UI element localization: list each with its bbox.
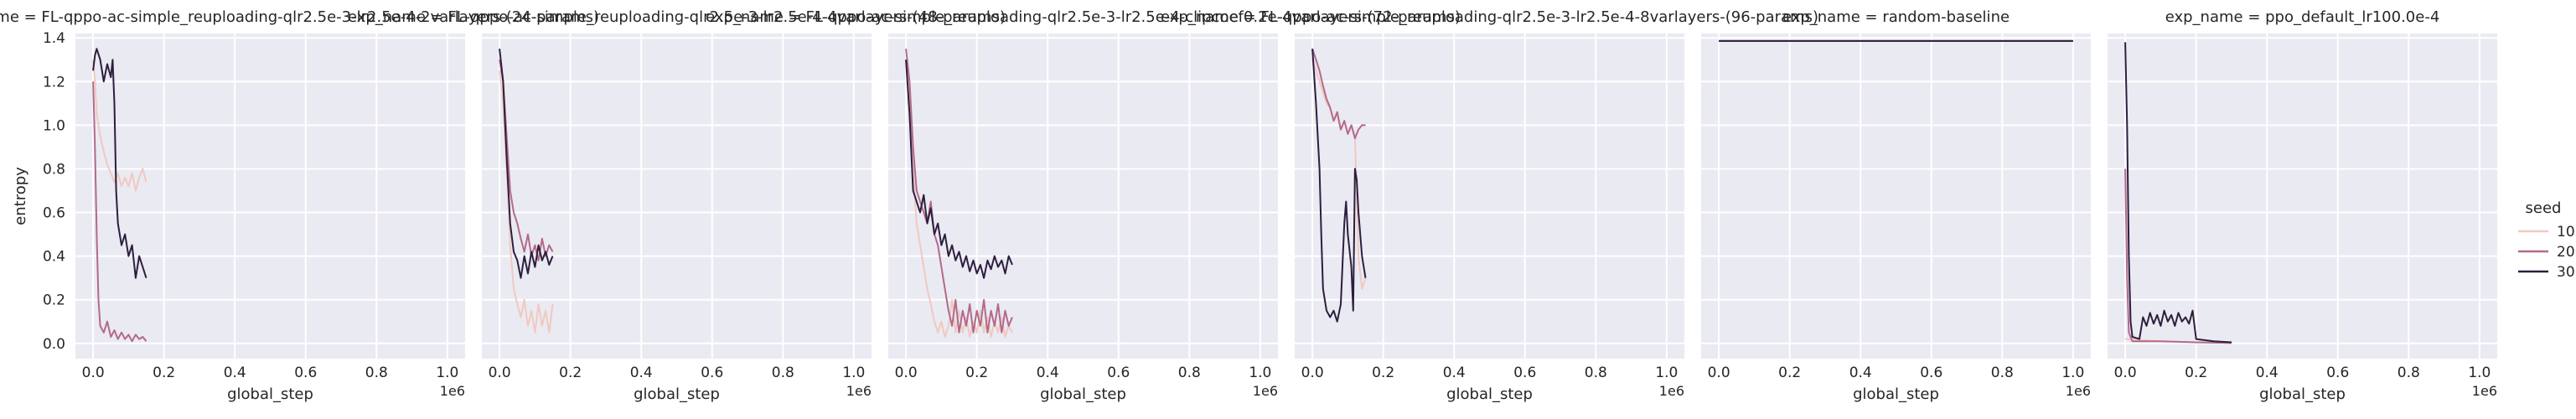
series-line-seed-30: [92, 48, 147, 279]
series-line-seed-30: [1311, 49, 1367, 323]
series-group: [2124, 42, 2232, 344]
x-offset-label: 1e6: [1659, 383, 1684, 399]
plot-area: [1295, 34, 1684, 359]
x-tick-label: 1.0: [842, 365, 865, 381]
y-tick-label: 0.8: [43, 161, 65, 178]
panel-title: exp_name = FL-qppo-ac-simple_reuploading…: [348, 8, 1006, 26]
panel-title: exp_name = FL-qppo-ac-simple_reuploading…: [1161, 8, 1818, 26]
y-tick-label: 1.4: [43, 30, 65, 47]
panel-4: 0.0 0.2 0.4 0.6 0.8 1.0 1e6 global_step exp_name…: [1161, 8, 1818, 403]
plot-area: [1701, 34, 2091, 359]
x-tick-label: 0.0: [2114, 365, 2137, 381]
x-tick-label: 0.6: [1513, 365, 1536, 381]
series-group: [1311, 48, 1367, 323]
x-tick-label: 0.4: [1037, 365, 1059, 381]
x-tick-label: 0.6: [701, 365, 723, 381]
x-tick-label: 0.2: [1372, 365, 1394, 381]
x-tick-label: 0.4: [1443, 365, 1466, 381]
legend-title: seed: [2526, 199, 2562, 217]
y-axis-label: entropy: [12, 167, 29, 225]
plot-area: [75, 34, 465, 359]
series-group: [92, 48, 147, 343]
x-axis-label: global_step: [227, 385, 313, 403]
x-axis-label: global_step: [1853, 385, 1939, 403]
series-group: [499, 49, 554, 334]
series-group: [905, 49, 1013, 338]
x-tick-label: 0.6: [294, 365, 317, 381]
x-tick-label: 0.6: [1920, 365, 1942, 381]
y-tick-label: 0.6: [43, 205, 65, 222]
x-axis-label: global_step: [2259, 385, 2346, 403]
x-tick-label: 0.8: [1585, 365, 1607, 381]
series-line-seed-10: [499, 70, 554, 334]
x-tick-label: 0.2: [153, 365, 175, 381]
x-axis-label: global_step: [634, 385, 720, 403]
series-line-seed-20: [92, 81, 147, 343]
x-offset-label: 1e6: [2066, 383, 2091, 399]
series-line-seed-20: [499, 59, 554, 261]
plot-area: [482, 34, 872, 359]
x-tick-label: 0.4: [2256, 365, 2279, 381]
x-tick-label: 1.0: [436, 365, 458, 381]
legend-label-seed-30: 30: [2557, 264, 2575, 281]
x-tick-label: 0.8: [365, 365, 388, 381]
x-axis-label: global_step: [1040, 385, 1126, 403]
x-offset-label: 1e6: [2472, 383, 2497, 399]
x-tick-label: 1.0: [1655, 365, 1678, 381]
panel-title: exp_name = FL-qppo-ac-simple_reuploading…: [706, 8, 1461, 26]
x-offset-label: 1e6: [1253, 383, 1278, 399]
panel-3: 0.0 0.2 0.4 0.6 0.8 1.0 1e6 global_step exp_name…: [706, 8, 1461, 403]
legend-label-seed-20: 20: [2557, 244, 2575, 261]
x-tick-label: 1.0: [1249, 365, 1271, 381]
panel-title: exp_name = ppo_default_lr100.0e-4: [2165, 8, 2440, 26]
legend: seed 10 20 30: [2518, 199, 2575, 281]
x-tick-label: 0.2: [965, 365, 988, 381]
x-tick-label: 0.6: [1107, 365, 1130, 381]
y-tick-label: 1.2: [43, 74, 65, 91]
plot-area: [2108, 34, 2497, 359]
x-tick-label: 0.0: [489, 365, 511, 381]
series-line-seed-20: [905, 49, 1013, 334]
panel-1: 0.0 0.2 0.4 0.6 0.8 1.0 0.0 0.2 0.4 0.6 0.8 1.0 1.2 1…: [0, 8, 599, 403]
x-tick-label: 0.8: [2398, 365, 2420, 381]
panel-title: exp_name = FL-qppo-ac-simple_reuploading…: [0, 8, 599, 26]
series-line-seed-30: [499, 49, 554, 279]
x-offset-label: 1e6: [440, 383, 465, 399]
x-tick-label: 1.0: [2468, 365, 2491, 381]
x-tick-label: 0.8: [1991, 365, 2014, 381]
series-line-seed-30: [2124, 42, 2232, 344]
x-tick-label: 0.0: [895, 365, 918, 381]
series-line-seed-30: [905, 59, 1013, 279]
panel-title: exp_name = random-baseline: [1782, 8, 2010, 26]
x-tick-label: 0.8: [1178, 365, 1201, 381]
x-tick-label: 0.6: [2326, 365, 2349, 381]
y-tick-label: 1.0: [43, 117, 65, 134]
y-tick-label: 0.0: [43, 336, 65, 353]
x-tick-label: 0.4: [630, 365, 653, 381]
panel-5: 0.0 0.2 0.4 0.6 0.8 1.0 1e6 global_step exp_name…: [1701, 8, 2091, 403]
x-tick-label: 0.4: [1849, 365, 1872, 381]
x-tick-label: 0.2: [2185, 365, 2207, 381]
chart-panels: 0.0 0.2 0.4 0.6 0.8 1.0 0.0 0.2 0.4 0.6 0.8 1.0 1.2 1…: [0, 8, 2497, 403]
x-offset-label: 1e6: [846, 383, 872, 399]
x-tick-label: 1.0: [2061, 365, 2084, 381]
x-tick-label: 0.2: [559, 365, 582, 381]
legend-label-seed-10: 10: [2557, 224, 2575, 241]
x-tick-label: 0.0: [1708, 365, 1730, 381]
x-axis-label: global_step: [1446, 385, 1533, 403]
x-tick-label: 0.8: [772, 365, 794, 381]
panel-6: 0.0 0.2 0.4 0.6 0.8 1.0 1e6 global_step exp_name…: [2108, 8, 2497, 403]
series-line-seed-20: [2124, 168, 2232, 344]
panel-2: 0.0 0.2 0.4 0.6 0.8 1.0 1e6 global_step exp_name…: [348, 8, 1006, 403]
x-tick-label: 0.2: [1778, 365, 1801, 381]
y-tick-label: 0.4: [43, 249, 65, 266]
series-line-seed-20: [1311, 48, 1366, 139]
series-line-seed-10: [92, 59, 147, 192]
x-tick-label: 0.0: [1301, 365, 1324, 381]
y-tick-label: 0.2: [43, 292, 65, 309]
x-tick-label: 0.4: [224, 365, 246, 381]
x-tick-label: 0.0: [82, 365, 105, 381]
